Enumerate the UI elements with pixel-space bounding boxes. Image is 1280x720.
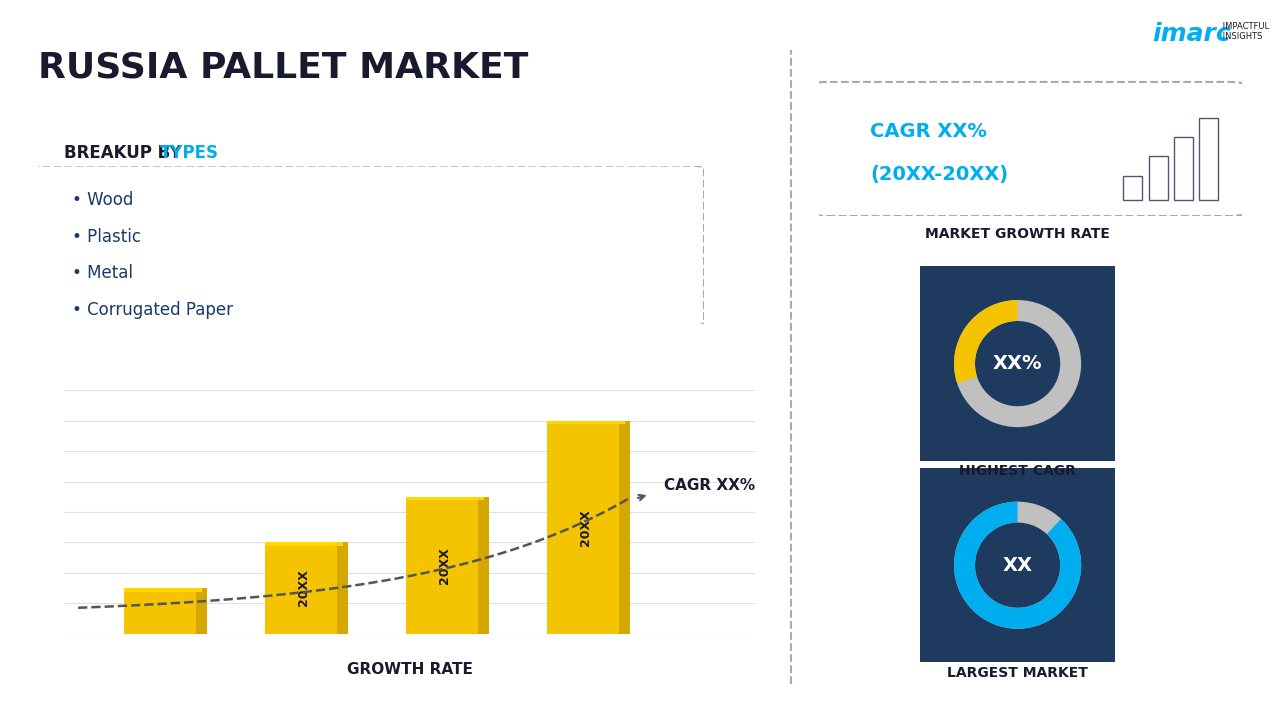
Text: GROWTH RATE: GROWTH RATE — [347, 662, 472, 677]
Text: • Metal: • Metal — [72, 264, 133, 282]
Text: TYPES: TYPES — [160, 144, 219, 162]
Text: • Plastic: • Plastic — [72, 228, 141, 246]
Text: XX: XX — [1002, 556, 1033, 575]
Wedge shape — [954, 502, 1082, 629]
Bar — [337, 542, 348, 634]
Bar — [406, 497, 484, 634]
Text: LARGEST MARKET: LARGEST MARKET — [947, 666, 1088, 680]
Text: CAGR XX%: CAGR XX% — [663, 478, 755, 492]
Bar — [196, 588, 207, 634]
Text: • Corrugated Paper: • Corrugated Paper — [72, 301, 233, 319]
Bar — [547, 420, 625, 425]
Bar — [477, 497, 489, 634]
Text: 20XX: 20XX — [438, 546, 452, 584]
Text: 20XX: 20XX — [297, 570, 310, 606]
Text: BREAKUP BY: BREAKUP BY — [64, 144, 187, 162]
FancyBboxPatch shape — [913, 461, 1123, 670]
Text: IMPACTFUL
 INSIGHTS: IMPACTFUL INSIGHTS — [1220, 22, 1268, 41]
Text: HIGHEST CAGR: HIGHEST CAGR — [959, 464, 1076, 478]
Text: 20XX: 20XX — [580, 509, 593, 546]
Text: MARKET GROWTH RATE: MARKET GROWTH RATE — [925, 227, 1110, 240]
FancyBboxPatch shape — [913, 259, 1123, 468]
Text: • Wood: • Wood — [72, 192, 133, 210]
Bar — [124, 588, 201, 592]
Bar — [547, 420, 625, 634]
Wedge shape — [954, 502, 1082, 629]
Bar — [406, 497, 484, 500]
Text: imarc: imarc — [1152, 22, 1231, 45]
Bar — [265, 542, 343, 634]
Wedge shape — [954, 300, 1082, 427]
Bar — [620, 420, 630, 634]
Text: RUSSIA PALLET MARKET: RUSSIA PALLET MARKET — [38, 50, 529, 84]
Wedge shape — [954, 300, 1018, 383]
Text: (20XX-20XX): (20XX-20XX) — [870, 166, 1009, 184]
FancyBboxPatch shape — [32, 166, 704, 325]
Bar — [265, 542, 343, 546]
Text: CAGR XX%: CAGR XX% — [870, 122, 987, 140]
Bar — [124, 588, 201, 634]
FancyBboxPatch shape — [806, 82, 1251, 216]
Text: XX%: XX% — [993, 354, 1042, 373]
